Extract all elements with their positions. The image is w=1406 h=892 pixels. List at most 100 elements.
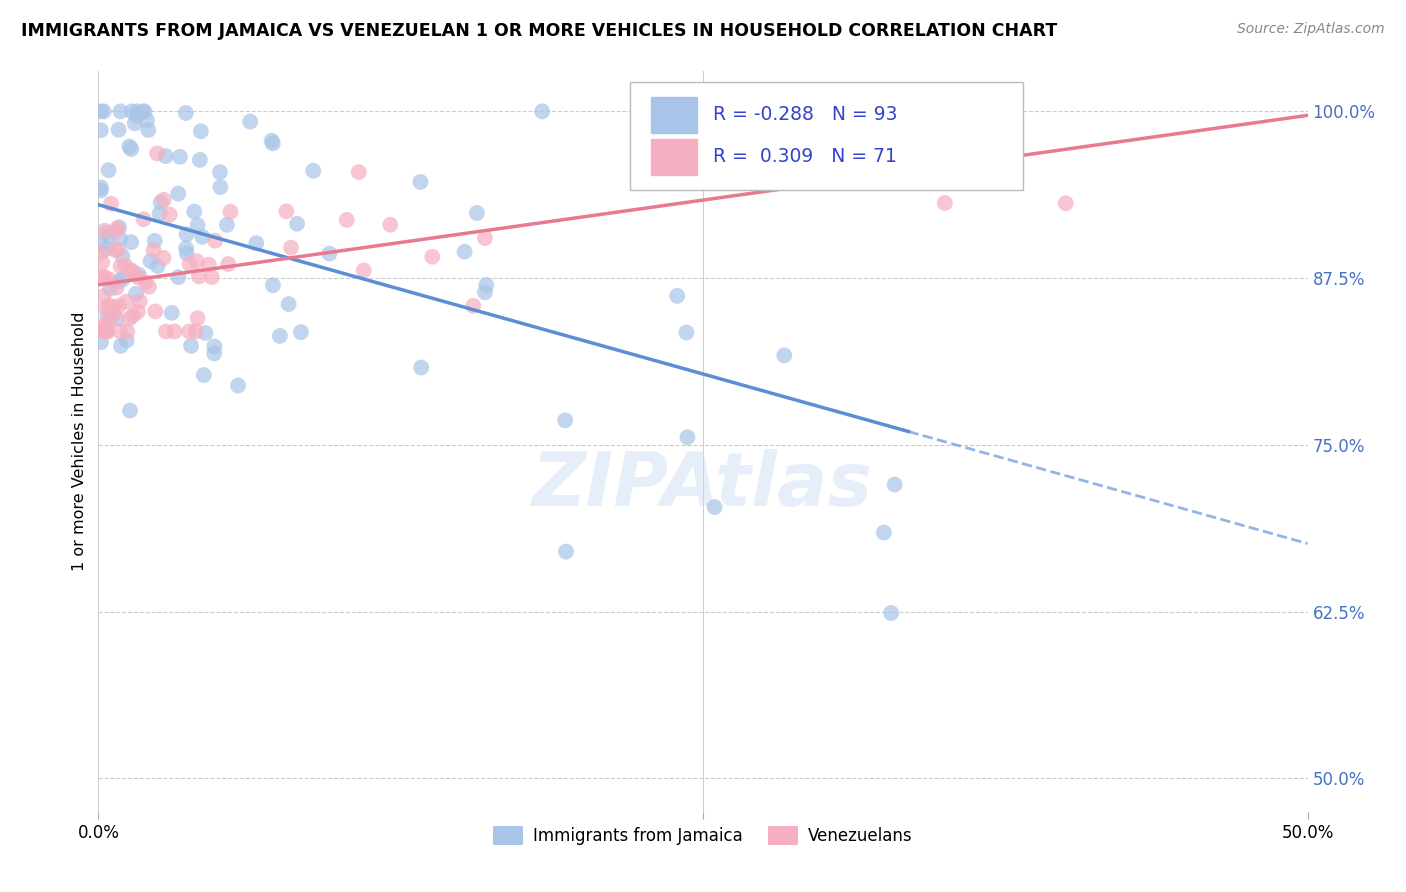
Point [183, 204, 205, 219]
Point [336, 212, 359, 227]
Point [93, 104, 115, 119]
Point [167, 186, 190, 201]
Point [120, 263, 142, 277]
Point [98, 282, 121, 296]
Point [118, 311, 141, 326]
Point [146, 259, 169, 273]
Point [112, 272, 135, 286]
Point [176, 246, 198, 260]
Point [115, 294, 138, 309]
Point [98, 298, 121, 312]
Text: IMMIGRANTS FROM JAMAICA VS VENEZUELAN 1 OR MORE VEHICLES IN HOUSEHOLD CORRELATIO: IMMIGRANTS FROM JAMAICA VS VENEZUELAN 1 … [21, 22, 1057, 40]
Point [146, 146, 169, 161]
Point [118, 403, 141, 417]
Point [111, 249, 134, 263]
Point [96, 242, 118, 256]
Point [124, 116, 146, 130]
Point [143, 234, 166, 248]
Point [96, 325, 118, 339]
Point [194, 326, 217, 340]
Point [226, 378, 249, 392]
Point [260, 134, 283, 148]
Point [152, 193, 174, 207]
Point [91, 269, 114, 284]
Point [188, 153, 211, 167]
Point [108, 274, 131, 288]
Point [148, 207, 170, 221]
Point [202, 339, 225, 353]
Point [880, 606, 903, 620]
Point [90, 322, 112, 336]
Point [108, 299, 131, 313]
Point [108, 231, 131, 245]
Point [105, 311, 128, 326]
Point [155, 325, 177, 339]
Point [127, 304, 149, 318]
Point [176, 227, 198, 242]
Point [280, 241, 302, 255]
Point [219, 204, 242, 219]
Point [179, 257, 201, 271]
Point [555, 544, 578, 558]
Point [883, 477, 905, 491]
Point [149, 195, 172, 210]
Point [98, 272, 121, 286]
Point [187, 311, 209, 326]
Point [138, 279, 160, 293]
Point [121, 264, 143, 278]
Point [675, 326, 697, 340]
Point [125, 104, 148, 119]
Point [91, 255, 114, 269]
Point [239, 114, 262, 128]
Point [193, 368, 215, 382]
Point [90, 180, 112, 194]
Point [169, 150, 191, 164]
Point [187, 269, 209, 284]
Point [676, 430, 699, 444]
Point [110, 104, 132, 119]
Point [262, 136, 284, 151]
Point [302, 163, 325, 178]
Bar [651, 97, 697, 133]
Point [217, 257, 239, 271]
Point [262, 278, 284, 293]
Point [163, 325, 186, 339]
Point [132, 212, 155, 227]
Point [474, 231, 496, 245]
Point [108, 220, 131, 235]
Point [90, 104, 112, 119]
Point [159, 208, 181, 222]
Point [115, 334, 138, 348]
Y-axis label: 1 or more Vehicles in Household: 1 or more Vehicles in Household [72, 312, 87, 571]
Point [96, 309, 118, 323]
Point [93, 325, 115, 339]
Point [187, 218, 209, 232]
Point [531, 104, 554, 119]
Point [105, 280, 128, 294]
Point [96, 325, 118, 339]
Point [215, 218, 238, 232]
Point [100, 196, 122, 211]
Point [125, 286, 148, 301]
Point [90, 184, 112, 198]
Point [121, 104, 143, 119]
Point [134, 275, 156, 289]
Point [453, 244, 475, 259]
Point [93, 318, 115, 333]
Point [290, 325, 312, 339]
Point [666, 289, 689, 303]
Point [411, 360, 433, 375]
Point [285, 217, 308, 231]
Point [128, 268, 150, 282]
Point [420, 250, 443, 264]
Point [208, 165, 231, 179]
Point [465, 206, 488, 220]
Point [463, 299, 485, 313]
Point [90, 238, 112, 252]
Point [103, 307, 125, 321]
Point [110, 339, 132, 353]
Point [475, 278, 498, 293]
Point [160, 306, 183, 320]
Point [180, 339, 202, 353]
Point [98, 229, 121, 244]
